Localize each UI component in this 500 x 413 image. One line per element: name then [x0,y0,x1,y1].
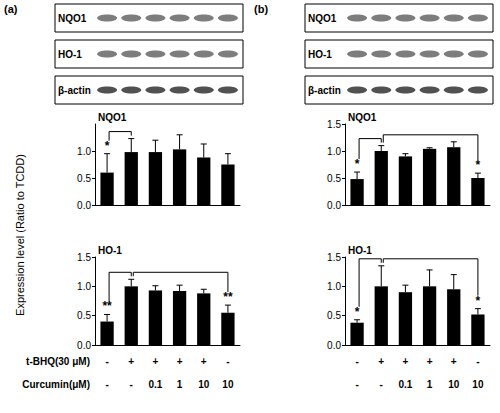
svg-text:1.5: 1.5 [327,252,341,263]
svg-text:10: 10 [472,379,484,390]
svg-text:-: - [355,379,358,390]
svg-text:10: 10 [198,379,210,390]
svg-text:*: * [355,157,360,171]
svg-text:HO-1: HO-1 [348,245,372,256]
svg-text:+: + [451,356,457,367]
svg-text:-: - [105,379,108,390]
svg-text:**: ** [223,290,233,304]
svg-text:+: + [128,356,134,367]
svg-text:HO-1: HO-1 [58,49,82,60]
svg-text:0.5: 0.5 [77,173,91,184]
svg-text:β-actin: β-actin [308,85,341,96]
svg-text:NQO1: NQO1 [98,112,127,123]
svg-text:1: 1 [177,379,183,390]
svg-text:-: - [226,356,229,367]
svg-text:1.0: 1.0 [77,281,91,292]
svg-text:+: + [402,356,408,367]
svg-text:(a): (a) [4,3,18,15]
svg-text:1.5: 1.5 [77,252,91,263]
svg-text:0.5: 0.5 [77,310,91,321]
svg-text:0.5: 0.5 [327,310,341,321]
svg-text:1.0: 1.0 [327,281,341,292]
svg-text:-: - [380,379,383,390]
svg-text:1.0: 1.0 [77,146,91,157]
svg-text:+: + [201,356,207,367]
svg-text:-: - [105,356,108,367]
svg-text:NQO1: NQO1 [348,112,377,123]
svg-text:0.1: 0.1 [148,379,162,390]
svg-text:0.1: 0.1 [398,379,412,390]
svg-text:*: * [476,158,481,172]
svg-text:*: * [105,139,110,153]
svg-text:Curcumin(μM): Curcumin(μM) [22,379,90,390]
svg-text:0.0: 0.0 [327,340,341,351]
svg-text:10: 10 [222,379,234,390]
svg-text:10: 10 [448,379,460,390]
svg-text:-: - [476,356,479,367]
svg-text:**: ** [102,299,112,313]
svg-text:*: * [476,294,481,308]
svg-text:HO-1: HO-1 [308,49,332,60]
svg-text:-: - [355,356,358,367]
svg-text:+: + [152,356,158,367]
svg-text:HO-1: HO-1 [98,245,122,256]
svg-text:0.0: 0.0 [327,200,341,211]
svg-text:+: + [427,356,433,367]
svg-text:NQO1: NQO1 [308,13,337,24]
svg-text:+: + [378,356,384,367]
svg-text:β-actin: β-actin [58,85,91,96]
svg-text:(b): (b) [254,3,268,15]
svg-text:0.0: 0.0 [77,340,91,351]
svg-text:1: 1 [427,379,433,390]
svg-text:1.0: 1.0 [327,146,341,157]
svg-text:1.5: 1.5 [327,119,341,130]
svg-text:t-BHQ(30 μM): t-BHQ(30 μM) [26,356,90,367]
svg-text:0.0: 0.0 [77,200,91,211]
svg-text:+: + [177,356,183,367]
svg-text:NQO1: NQO1 [58,13,87,24]
svg-text:0.5: 0.5 [327,173,341,184]
svg-text:-: - [130,379,133,390]
svg-text:*: * [355,305,360,319]
svg-text:Expression level (Ratio to TCD: Expression level (Ratio to TCDD) [14,154,26,316]
